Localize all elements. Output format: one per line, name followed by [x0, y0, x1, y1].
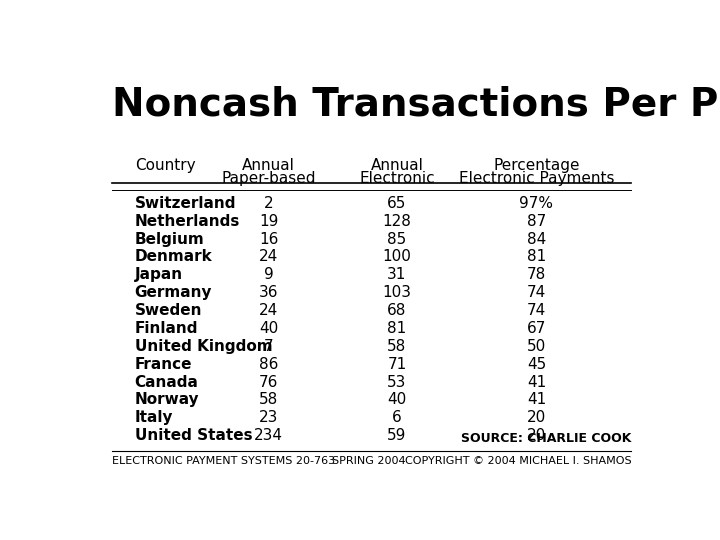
- Text: Paper-based: Paper-based: [221, 171, 316, 186]
- Text: 7: 7: [264, 339, 274, 354]
- Text: Japan: Japan: [135, 267, 183, 282]
- Text: 68: 68: [387, 303, 407, 318]
- Text: ELECTRONIC PAYMENT SYSTEMS 20-763: ELECTRONIC PAYMENT SYSTEMS 20-763: [112, 456, 336, 465]
- Text: United States: United States: [135, 428, 252, 443]
- Text: 16: 16: [259, 232, 278, 247]
- Text: 97%: 97%: [519, 196, 554, 211]
- Text: 58: 58: [259, 393, 278, 408]
- Text: 40: 40: [387, 393, 407, 408]
- Text: 2: 2: [264, 196, 274, 211]
- Text: 20: 20: [527, 428, 546, 443]
- Text: 20: 20: [527, 410, 546, 426]
- Text: Germany: Germany: [135, 285, 212, 300]
- Text: Annual: Annual: [242, 158, 295, 173]
- Text: 24: 24: [259, 303, 278, 318]
- Text: 85: 85: [387, 232, 407, 247]
- Text: 53: 53: [387, 375, 407, 389]
- Text: 74: 74: [527, 285, 546, 300]
- Text: 78: 78: [527, 267, 546, 282]
- Text: 40: 40: [259, 321, 278, 336]
- Text: 45: 45: [527, 357, 546, 372]
- Text: 31: 31: [387, 267, 407, 282]
- Text: Noncash Transactions Per Person: Noncash Transactions Per Person: [112, 85, 720, 124]
- Text: Electronic Payments: Electronic Payments: [459, 171, 614, 186]
- Text: 76: 76: [259, 375, 278, 389]
- Text: 6: 6: [392, 410, 402, 426]
- Text: 103: 103: [382, 285, 411, 300]
- Text: 58: 58: [387, 339, 407, 354]
- Text: 9: 9: [264, 267, 274, 282]
- Text: 24: 24: [259, 249, 278, 265]
- Text: 50: 50: [527, 339, 546, 354]
- Text: 81: 81: [387, 321, 407, 336]
- Text: Percentage: Percentage: [493, 158, 580, 173]
- Text: COPYRIGHT © 2004 MICHAEL I. SHAMOS: COPYRIGHT © 2004 MICHAEL I. SHAMOS: [405, 456, 631, 465]
- Text: 86: 86: [259, 357, 278, 372]
- Text: 41: 41: [527, 375, 546, 389]
- Text: 71: 71: [387, 357, 407, 372]
- Text: 59: 59: [387, 428, 407, 443]
- Text: 128: 128: [382, 214, 411, 228]
- Text: 65: 65: [387, 196, 407, 211]
- Text: 36: 36: [258, 285, 279, 300]
- Text: Sweden: Sweden: [135, 303, 202, 318]
- Text: Denmark: Denmark: [135, 249, 212, 265]
- Text: 234: 234: [254, 428, 283, 443]
- Text: SPRING 2004: SPRING 2004: [332, 456, 406, 465]
- Text: Italy: Italy: [135, 410, 173, 426]
- Text: 23: 23: [259, 410, 278, 426]
- Text: 19: 19: [259, 214, 278, 228]
- Text: 67: 67: [527, 321, 546, 336]
- Text: SOURCE: CHARLIE COOK: SOURCE: CHARLIE COOK: [461, 432, 631, 445]
- Text: Canada: Canada: [135, 375, 199, 389]
- Text: United Kingdom: United Kingdom: [135, 339, 272, 354]
- Text: Annual: Annual: [371, 158, 423, 173]
- Text: 74: 74: [527, 303, 546, 318]
- Text: 87: 87: [527, 214, 546, 228]
- Text: Country: Country: [135, 158, 195, 173]
- Text: Belgium: Belgium: [135, 232, 204, 247]
- Text: 84: 84: [527, 232, 546, 247]
- Text: Switzerland: Switzerland: [135, 196, 236, 211]
- Text: France: France: [135, 357, 192, 372]
- Text: Netherlands: Netherlands: [135, 214, 240, 228]
- Text: Finland: Finland: [135, 321, 198, 336]
- Text: Norway: Norway: [135, 393, 199, 408]
- Text: 100: 100: [382, 249, 411, 265]
- Text: 81: 81: [527, 249, 546, 265]
- Text: Electronic: Electronic: [359, 171, 435, 186]
- Text: 41: 41: [527, 393, 546, 408]
